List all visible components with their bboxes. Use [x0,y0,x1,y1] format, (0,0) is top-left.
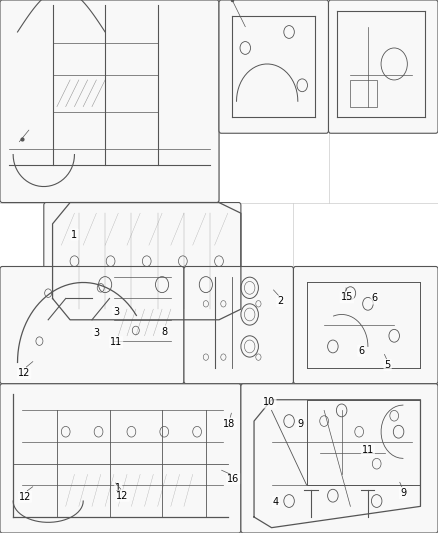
FancyBboxPatch shape [184,266,293,384]
Text: 1: 1 [115,483,121,492]
Text: 2: 2 [277,296,283,306]
Text: 6: 6 [371,294,378,303]
FancyBboxPatch shape [219,0,328,133]
Text: 16: 16 [227,474,239,483]
Text: 9: 9 [400,488,406,498]
FancyBboxPatch shape [0,384,241,533]
Text: 4: 4 [273,497,279,507]
Text: 8: 8 [161,327,167,336]
Text: 3: 3 [113,307,119,317]
Text: 1: 1 [71,230,78,239]
FancyBboxPatch shape [241,384,438,533]
Text: 9: 9 [297,419,303,429]
FancyBboxPatch shape [44,203,241,330]
Text: 6: 6 [358,346,364,356]
FancyBboxPatch shape [293,384,438,501]
Text: 11: 11 [362,446,374,455]
Text: 12: 12 [19,492,31,502]
Text: 11: 11 [110,337,122,347]
FancyBboxPatch shape [328,0,438,133]
Text: 3: 3 [93,328,99,338]
Text: 18: 18 [223,419,236,429]
Text: 5: 5 [385,360,391,370]
FancyBboxPatch shape [293,266,438,384]
Text: 15: 15 [341,293,353,302]
FancyBboxPatch shape [0,0,219,203]
FancyBboxPatch shape [0,266,184,384]
Text: 12: 12 [117,491,129,500]
Text: 10: 10 [263,398,276,407]
Text: 12: 12 [18,368,30,378]
Bar [350,80,377,107]
